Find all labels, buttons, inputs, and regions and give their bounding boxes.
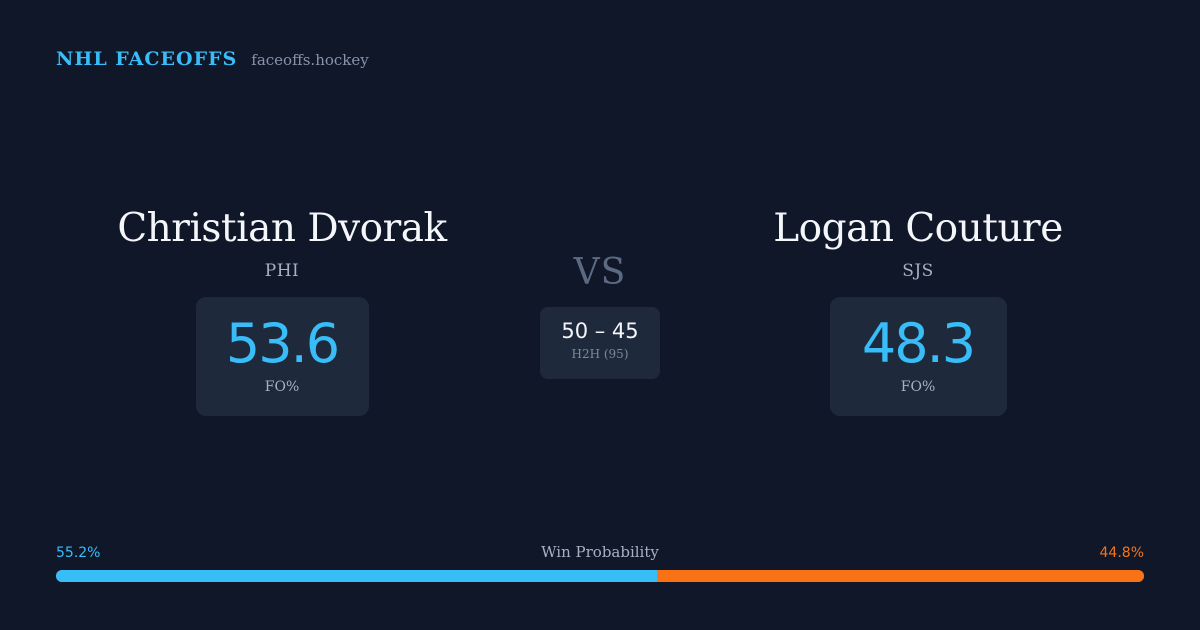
player-team: PHI (264, 261, 300, 281)
brand-header: NHL FACEOFFS faceoffs.hockey (56, 48, 369, 70)
win-probability-labels: 55.2% Win Probability 44.8% (56, 543, 1144, 563)
faceoff-pct-card: 48.3 FO% (829, 297, 1007, 416)
faceoff-pct-value: 53.6 (225, 312, 340, 375)
player-name: Logan Couture (773, 206, 1063, 251)
head-to-head-label: H2H (95) (571, 347, 629, 361)
faceoff-pct-label: FO% (900, 379, 936, 395)
win-probability-bar-right (656, 570, 1144, 582)
head-to-head-score: 50 – 45 (561, 319, 639, 343)
win-probability-left: 55.2% (56, 545, 101, 561)
player-right: Logan Couture SJS 48.3 FO% (658, 206, 1178, 416)
vs-label: VS (573, 252, 627, 293)
win-probability-bar-left (56, 570, 657, 582)
faceoff-pct-card: 53.6 FO% (195, 297, 369, 416)
brand-domain: faceoffs.hockey (251, 51, 369, 69)
win-probability-bar (56, 570, 1144, 582)
faceoff-pct-value: 48.3 (861, 312, 976, 375)
faceoff-pct-label: FO% (264, 379, 300, 395)
win-probability-title: Win Probability (541, 543, 659, 561)
player-team: SJS (902, 261, 934, 281)
head-to-head-card: 50 – 45 H2H (95) (540, 307, 660, 379)
player-name: Christian Dvorak (117, 206, 447, 251)
win-probability-right: 44.8% (1099, 545, 1144, 561)
player-left: Christian Dvorak PHI 53.6 FO% (22, 206, 542, 416)
brand-name: NHL FACEOFFS (56, 48, 238, 70)
